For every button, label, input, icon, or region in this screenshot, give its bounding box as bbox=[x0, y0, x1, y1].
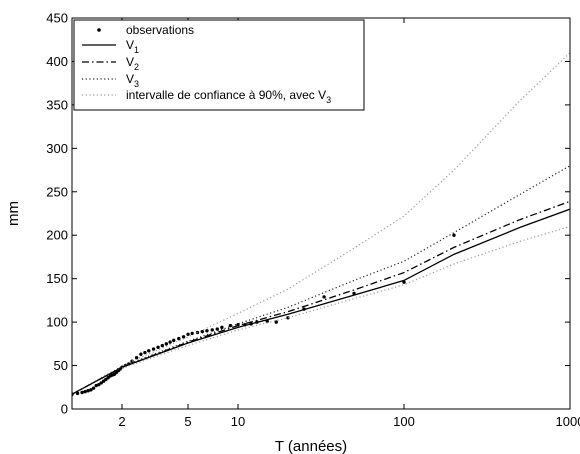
observation-point bbox=[97, 382, 101, 387]
series-line-V2 bbox=[72, 200, 570, 395]
legend-label: observations bbox=[126, 23, 194, 37]
observation-point bbox=[83, 389, 87, 394]
observation-point bbox=[186, 332, 190, 336]
legend-label-main: V bbox=[126, 38, 134, 52]
observation-point bbox=[210, 328, 214, 332]
plot-frame bbox=[71, 17, 571, 410]
legend-label-subscript: 3 bbox=[134, 79, 139, 89]
axes: 0 50 100 150 200 250 300 350 400 450 2 5 10 100 1000 T … bbox=[5, 11, 580, 454]
x-axis-title: T (années) bbox=[275, 438, 347, 454]
legend-label-main: observations bbox=[126, 23, 194, 37]
y-tick-label: 350 bbox=[46, 97, 68, 112]
series-line-V1 bbox=[72, 208, 570, 395]
observation-point bbox=[139, 352, 143, 356]
legend-label-subscript: 1 bbox=[134, 45, 139, 55]
y-tick-label: 400 bbox=[46, 54, 68, 69]
observation-point bbox=[228, 323, 233, 328]
observation-point bbox=[89, 388, 93, 392]
observation-point bbox=[172, 338, 176, 343]
legend-label-main: V bbox=[126, 55, 134, 69]
series-group bbox=[72, 52, 570, 396]
legend-label-main: V bbox=[126, 72, 134, 86]
y-tick-label: 50 bbox=[54, 358, 68, 373]
legend-label: V1 bbox=[126, 38, 139, 55]
legend-label-main: intervalle de confiance à 90%, avec V bbox=[126, 88, 326, 102]
y-tick-label: 150 bbox=[46, 271, 68, 286]
observation-point bbox=[143, 350, 147, 355]
x-tick-label: 2 bbox=[118, 414, 125, 429]
observation-point bbox=[220, 325, 224, 330]
observation-point bbox=[205, 329, 209, 333]
x-tick-label: 10 bbox=[231, 414, 245, 429]
y-tick-label: 100 bbox=[46, 315, 68, 330]
observation-point bbox=[160, 343, 165, 348]
observation-point bbox=[164, 342, 169, 346]
x-tick-label: 100 bbox=[393, 414, 415, 429]
y-tick-label: 0 bbox=[61, 402, 68, 417]
observation-point bbox=[322, 295, 326, 299]
observation-point bbox=[80, 390, 84, 395]
y-tick-label: 250 bbox=[46, 184, 68, 199]
observation-point bbox=[200, 329, 205, 334]
observation-point bbox=[168, 340, 172, 344]
observation-point bbox=[274, 320, 278, 324]
observation-point bbox=[177, 336, 181, 341]
observation-point bbox=[147, 349, 151, 353]
observation-point bbox=[134, 356, 139, 360]
observation-point bbox=[86, 389, 90, 393]
observation-point bbox=[215, 327, 219, 331]
legend-marker-observations bbox=[97, 28, 101, 32]
series-observations bbox=[72, 233, 456, 396]
plot-area bbox=[72, 52, 570, 396]
series-line-CI_upper bbox=[121, 52, 570, 367]
y-tick-label: 200 bbox=[46, 228, 68, 243]
observation-point bbox=[156, 345, 160, 350]
observation-point bbox=[181, 335, 186, 339]
series-line-V3 bbox=[72, 165, 570, 395]
legend-box bbox=[73, 19, 365, 111]
observation-point bbox=[151, 347, 156, 351]
legend-label: V3 bbox=[126, 72, 139, 89]
legend-label-subscript: 2 bbox=[134, 62, 139, 72]
observation-point bbox=[75, 391, 80, 396]
legend-label: V2 bbox=[126, 55, 139, 72]
y-axis-title: mm bbox=[5, 201, 22, 226]
x-tick-label: 5 bbox=[184, 414, 191, 429]
observation-point bbox=[99, 381, 103, 385]
legend-label-subscript: 3 bbox=[326, 95, 331, 105]
legend-label: intervalle de confiance à 90%, avec V3 bbox=[126, 88, 331, 105]
x-tick-label: 1000 bbox=[556, 414, 580, 429]
observation-point bbox=[452, 233, 456, 237]
observation-point bbox=[91, 386, 96, 390]
y-tick-label: 450 bbox=[46, 11, 68, 26]
y-tick-label: 300 bbox=[46, 141, 68, 156]
